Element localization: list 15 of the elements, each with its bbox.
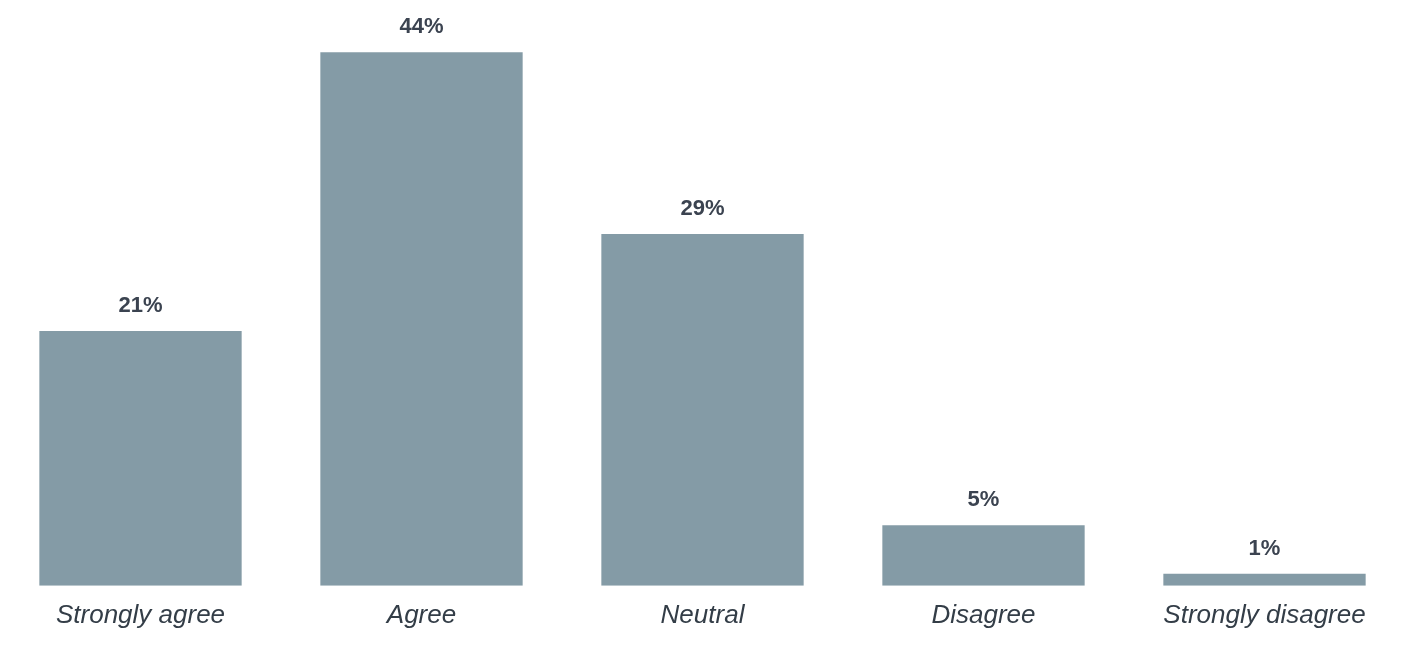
x-tick-label: Strongly disagree	[1163, 598, 1366, 629]
data-label: 29%	[680, 195, 725, 221]
x-tick-label: Strongly agree	[55, 598, 226, 629]
data-label: 44%	[399, 13, 444, 39]
data-label: 21%	[118, 292, 163, 318]
bar	[601, 234, 804, 586]
bar	[320, 52, 523, 586]
x-tick-label: Agree	[384, 598, 457, 629]
x-tick-label: Neutral	[660, 598, 746, 629]
x-tick-label: Disagree	[931, 598, 1036, 629]
bar	[39, 331, 242, 586]
data-label: 1%	[1248, 534, 1281, 560]
bar	[882, 525, 1085, 586]
bar	[1163, 573, 1366, 586]
data-label: 5%	[967, 486, 1000, 512]
